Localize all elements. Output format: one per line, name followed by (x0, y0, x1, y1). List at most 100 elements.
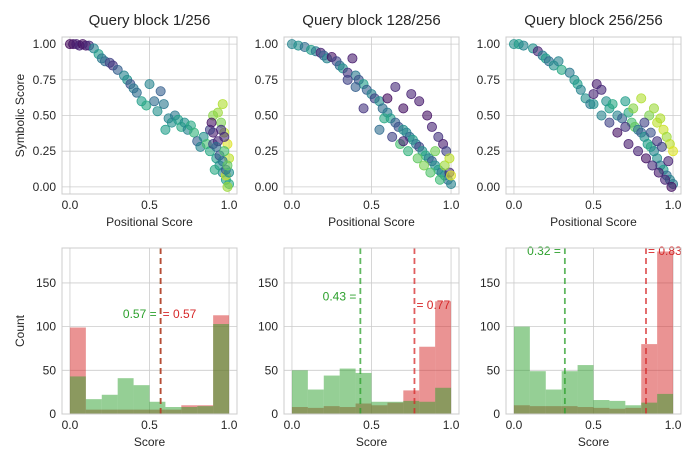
x-tick-label: 0.0 (284, 198, 301, 212)
chart-title: Query block 256/256 (524, 12, 662, 29)
scatter-point (347, 53, 358, 64)
histogram-bar-symbolic (545, 389, 562, 414)
mean-label-symbolic: 0.43 = (323, 289, 357, 303)
histogram-bar-symbolic (85, 399, 102, 414)
scatter-panel-3: 0.0 0.5 1.0 0.00 0.25 0.50 0.75 1.00 Positional … (477, 12, 682, 229)
scatter-panel-2: 0.0 0.5 1.0 0.00 0.25 0.50 0.75 1.00 Positional … (255, 12, 460, 229)
y-tick-label: 100 (258, 320, 278, 334)
scatter-point (628, 103, 639, 114)
x-tick-label: 0.0 (506, 198, 523, 212)
x-axis-label: Positional Score (106, 215, 193, 229)
x-tick-label: 1.0 (443, 198, 460, 212)
scatter-point (422, 110, 433, 121)
histogram-bar-symbolic (323, 375, 340, 414)
x-tick-label: 0.5 (363, 418, 380, 432)
y-axis-label: Count (13, 314, 27, 347)
y-tick-label: 0 (493, 407, 500, 421)
axes-frame (505, 36, 682, 195)
y-tick-label: 1.00 (33, 37, 57, 51)
x-axis-label: Positional Score (550, 215, 637, 229)
scatter-point (663, 156, 674, 167)
scatter-point (596, 84, 607, 95)
histogram-bar-symbolic (577, 365, 594, 414)
y-tick-label: 0.00 (477, 180, 501, 194)
scatter-point (219, 146, 230, 157)
histogram-bar-symbolic (181, 407, 198, 414)
scatter-point (426, 121, 437, 132)
y-tick-label: 0.00 (255, 180, 279, 194)
y-tick-label: 0.25 (255, 144, 279, 158)
scatter-point (636, 93, 647, 104)
x-tick-label: 0.0 (284, 418, 301, 432)
histogram-bar-symbolic (419, 401, 436, 414)
histogram-bar-symbolic (641, 402, 658, 414)
scatter-point (217, 99, 228, 110)
scatter-point (653, 167, 664, 178)
scatter-point (379, 113, 390, 124)
scatter-point (666, 181, 677, 192)
histogram-panel-2: 0.43 = = 0.77 0.0 0.5 1.0 0 50 100 150 Score (258, 247, 460, 449)
histogram-bar-positional (657, 251, 674, 414)
mean-label-symbolic: 0.32 = (527, 244, 561, 258)
y-tick-label: 150 (36, 276, 56, 290)
histogram-bar-symbolic (307, 389, 324, 414)
histogram-bar-symbolic (197, 406, 214, 414)
histogram-bar-symbolic (513, 326, 530, 414)
x-tick-label: 1.0 (443, 418, 460, 432)
scatter-point (446, 179, 457, 190)
scatter-point (604, 117, 615, 128)
scatter-point (633, 146, 644, 157)
scatter-point (222, 160, 233, 171)
histogram-bar-positional (435, 301, 452, 414)
scatter-point (647, 160, 658, 171)
scatter-point (433, 131, 444, 142)
scatter-point (444, 153, 455, 164)
y-tick-label: 0 (49, 407, 56, 421)
scatter-point (406, 89, 417, 100)
scatter-point (446, 170, 457, 181)
histogram-bar-positional (419, 346, 436, 414)
x-tick-label: 0.5 (141, 198, 158, 212)
histogram-bar-symbolic (593, 400, 610, 414)
scatter-point (414, 96, 425, 107)
x-tick-label: 1.0 (665, 418, 682, 432)
scatter-point (434, 174, 445, 185)
histogram-bar-symbolic (529, 371, 546, 414)
scatter-point (518, 40, 529, 51)
histogram-bar-symbolic (133, 385, 150, 414)
scatter-point (645, 127, 656, 138)
scatter-point (189, 127, 200, 138)
scatter-point (398, 136, 409, 147)
scatter-point (209, 164, 220, 175)
axes-frame (61, 36, 238, 195)
y-tick-label: 0.75 (33, 73, 57, 87)
histogram-bar-symbolic (291, 370, 308, 414)
scatter-point (656, 141, 667, 152)
x-tick-label: 0.5 (363, 198, 380, 212)
x-axis-label: Score (578, 435, 610, 449)
histogram-bar-symbolic (149, 401, 166, 414)
y-tick-label: 100 (480, 320, 500, 334)
x-tick-label: 0.0 (62, 198, 79, 212)
scatter-point (588, 99, 599, 110)
scatter-point (588, 89, 599, 100)
histogram-panel-3: 0.32 = = 0.83 0.0 0.5 1.0 0 50 100 150 Score (480, 244, 682, 449)
histogram-bar-symbolic (387, 401, 404, 414)
mean-label-positional: = 0.77 (416, 298, 450, 312)
x-axis-label: Score (356, 435, 388, 449)
histogram-bar-symbolic (117, 378, 134, 414)
chart-title: Query block 128/256 (302, 12, 440, 29)
scatter-point (564, 67, 575, 78)
scatter-point (648, 103, 659, 114)
y-tick-label: 50 (43, 363, 57, 377)
histogram-bar-symbolic (355, 372, 372, 414)
mean-label-symbolic: 0.57 = (123, 307, 157, 321)
y-tick-label: 0.50 (33, 109, 57, 123)
y-tick-label: 1.00 (255, 37, 279, 51)
y-tick-label: 0.00 (33, 180, 57, 194)
histogram-bar-symbolic (435, 387, 452, 414)
y-tick-label: 50 (487, 363, 501, 377)
y-tick-label: 0.75 (477, 73, 501, 87)
x-tick-label: 0.0 (506, 418, 523, 432)
